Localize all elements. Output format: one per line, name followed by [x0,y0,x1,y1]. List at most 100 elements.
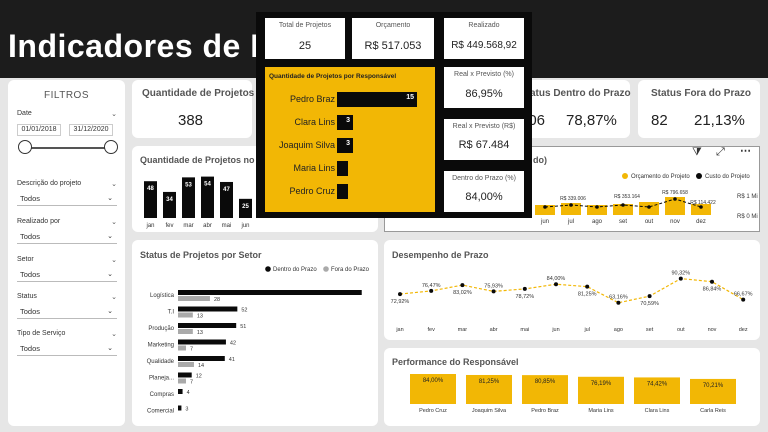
filter-select-value: Todos [20,194,41,203]
date-slider-track[interactable] [22,147,110,149]
deadline-point [398,292,402,297]
chevron-down-icon[interactable]: ⌄ [111,294,117,301]
deadline-point [678,276,683,281]
cost-data-label: R$ 796.658 [662,190,688,196]
focus-mode-icon[interactable]: ⤢ [716,146,725,158]
real-vs-planned-pct-card: Real x Previsto (%) 86,95% [444,67,524,108]
cost-chart: Orçamento do Projeto Custo do Projeto R$ 1… [535,173,758,225]
legend-budget-marker [622,173,628,179]
sector-category-label: Logística [150,293,175,299]
responsible-name: Joaquim Silva [278,140,335,150]
total-projects-label: Total de Projetos [278,22,332,29]
deadline-point [554,282,558,287]
responsible-bar[interactable]: 15 [337,92,417,107]
responsible-bar[interactable] [337,184,348,199]
cost-point [699,205,703,209]
deadline-point [491,289,496,294]
monthly-bar [163,191,176,218]
budget-card: Orçamento R$ 517.053 [352,18,434,59]
kpi-quantity-title: Quantidade de Projetos [142,88,255,99]
filter-label: Setor [17,256,34,263]
deadline-point [429,288,434,293]
x-tick-label: ago [592,219,603,225]
monthly-projects-title: Quantidade de Projetos no [140,155,255,165]
legend-out-marker [323,266,329,272]
chevron-down-icon[interactable]: ⌄ [111,111,117,118]
performance-name-label: Maria Lins [588,408,614,414]
filter-select-value: Todos [20,232,41,241]
legend-in-marker [265,266,271,272]
more-options-icon[interactable]: ⋯ [740,145,751,157]
deadline-point [741,297,746,302]
sector-in-bar [178,339,226,345]
realized-label: Realizado [468,22,500,29]
budget-label: Orçamento [375,22,411,29]
real-vs-planned-rs-label: Real x Previsto (R$) [452,123,516,130]
date-start-input[interactable]: 01/01/2018 [17,124,61,136]
deadline-tick-label: mar [458,327,468,333]
chevron-down-icon[interactable]: ⌄ [111,257,117,264]
monthly-bar-label: 34 [166,197,173,203]
date-slider-start-handle[interactable] [18,140,32,154]
performance-name-label: Pedro Braz [531,408,559,414]
cost-point [647,205,651,209]
responsible-name: Maria Lins [293,163,335,173]
projects-by-responsible-title: Quantidade de Projetos por Responsável [269,73,397,80]
filter-select[interactable]: Todos ⌄ [17,342,117,356]
deadline-data-label: 70,59% [640,301,659,307]
monthly-bar [239,198,252,218]
filter-label: Realizado por [17,218,61,225]
chevron-down-icon[interactable]: ⌄ [111,181,117,188]
sector-out-label: 7 [190,347,193,353]
performance-data-label: 84,00% [423,378,444,384]
filter-select[interactable]: Todos ⌄ [17,192,117,206]
cost-chart-title: do) [533,155,547,165]
performance-data-label: 81,25% [479,379,500,385]
sector-status-card: Status de Projetos por Setor Dentro do P… [132,240,378,426]
sector-category-label: Compras [150,392,174,398]
date-slider-end-handle[interactable] [104,140,118,154]
responsible-bar-label: 15 [406,94,414,101]
deadline-data-label: 66,67% [734,292,753,298]
chevron-down-icon[interactable]: ⌄ [111,331,117,338]
sector-category-label: Produção [148,326,174,332]
chevron-down-icon[interactable]: ⌄ [111,219,117,226]
sector-in-bar [178,306,238,312]
chevron-down-icon: ⌄ [107,308,113,315]
monthly-bar [182,177,195,218]
filters-title: FILTROS [44,90,89,101]
chevron-down-icon: ⌄ [107,271,113,278]
date-end-input[interactable]: 31/12/2020 [69,124,113,136]
sector-in-bar [178,356,225,361]
sector-in-bar [178,405,182,411]
filter-select[interactable]: Todos ⌄ [17,305,117,319]
kpi-out-deadline-count: 82 [651,112,668,129]
real-vs-planned-pct-label: Real x Previsto (%) [454,71,514,78]
sector-category-label: Comercial [147,409,174,415]
deadline-point [460,283,465,288]
sector-out-bar [178,296,210,301]
total-projects-value: 25 [298,40,312,52]
sector-out-bar [178,378,186,384]
filter-select[interactable]: Todos ⌄ [17,268,117,282]
deadline-data-label: 78,72% [515,294,534,300]
responsible-bar[interactable]: 3 [337,138,353,153]
x-tick-label: dez [696,219,706,225]
sector-out-label: 28 [214,297,220,303]
sector-out-bar [178,329,193,334]
filter-label: Descrição do projeto [17,180,82,187]
cost-point [569,203,573,207]
responsible-bar[interactable]: 3 [337,115,353,130]
sector-out-bar [178,362,194,367]
filter-select-value: Todos [20,270,41,279]
responsible-name: Pedro Cruz [289,186,335,196]
filter-select[interactable]: Todos ⌄ [17,230,117,244]
real-vs-planned-pct-value: 86,95% [465,88,503,100]
sector-in-label: 52 [241,308,247,314]
legend-out-label: Fora do Prazo [331,267,370,273]
filter-icon[interactable]: ⧩ [692,146,702,158]
sector-in-bar [178,323,237,328]
monthly-projects-chart: 48 jan 34 fev 53 mar 54 abr 47 mai 25 jun [144,176,252,229]
responsible-bar[interactable] [337,161,348,176]
monthly-bar-label: 48 [147,186,154,192]
